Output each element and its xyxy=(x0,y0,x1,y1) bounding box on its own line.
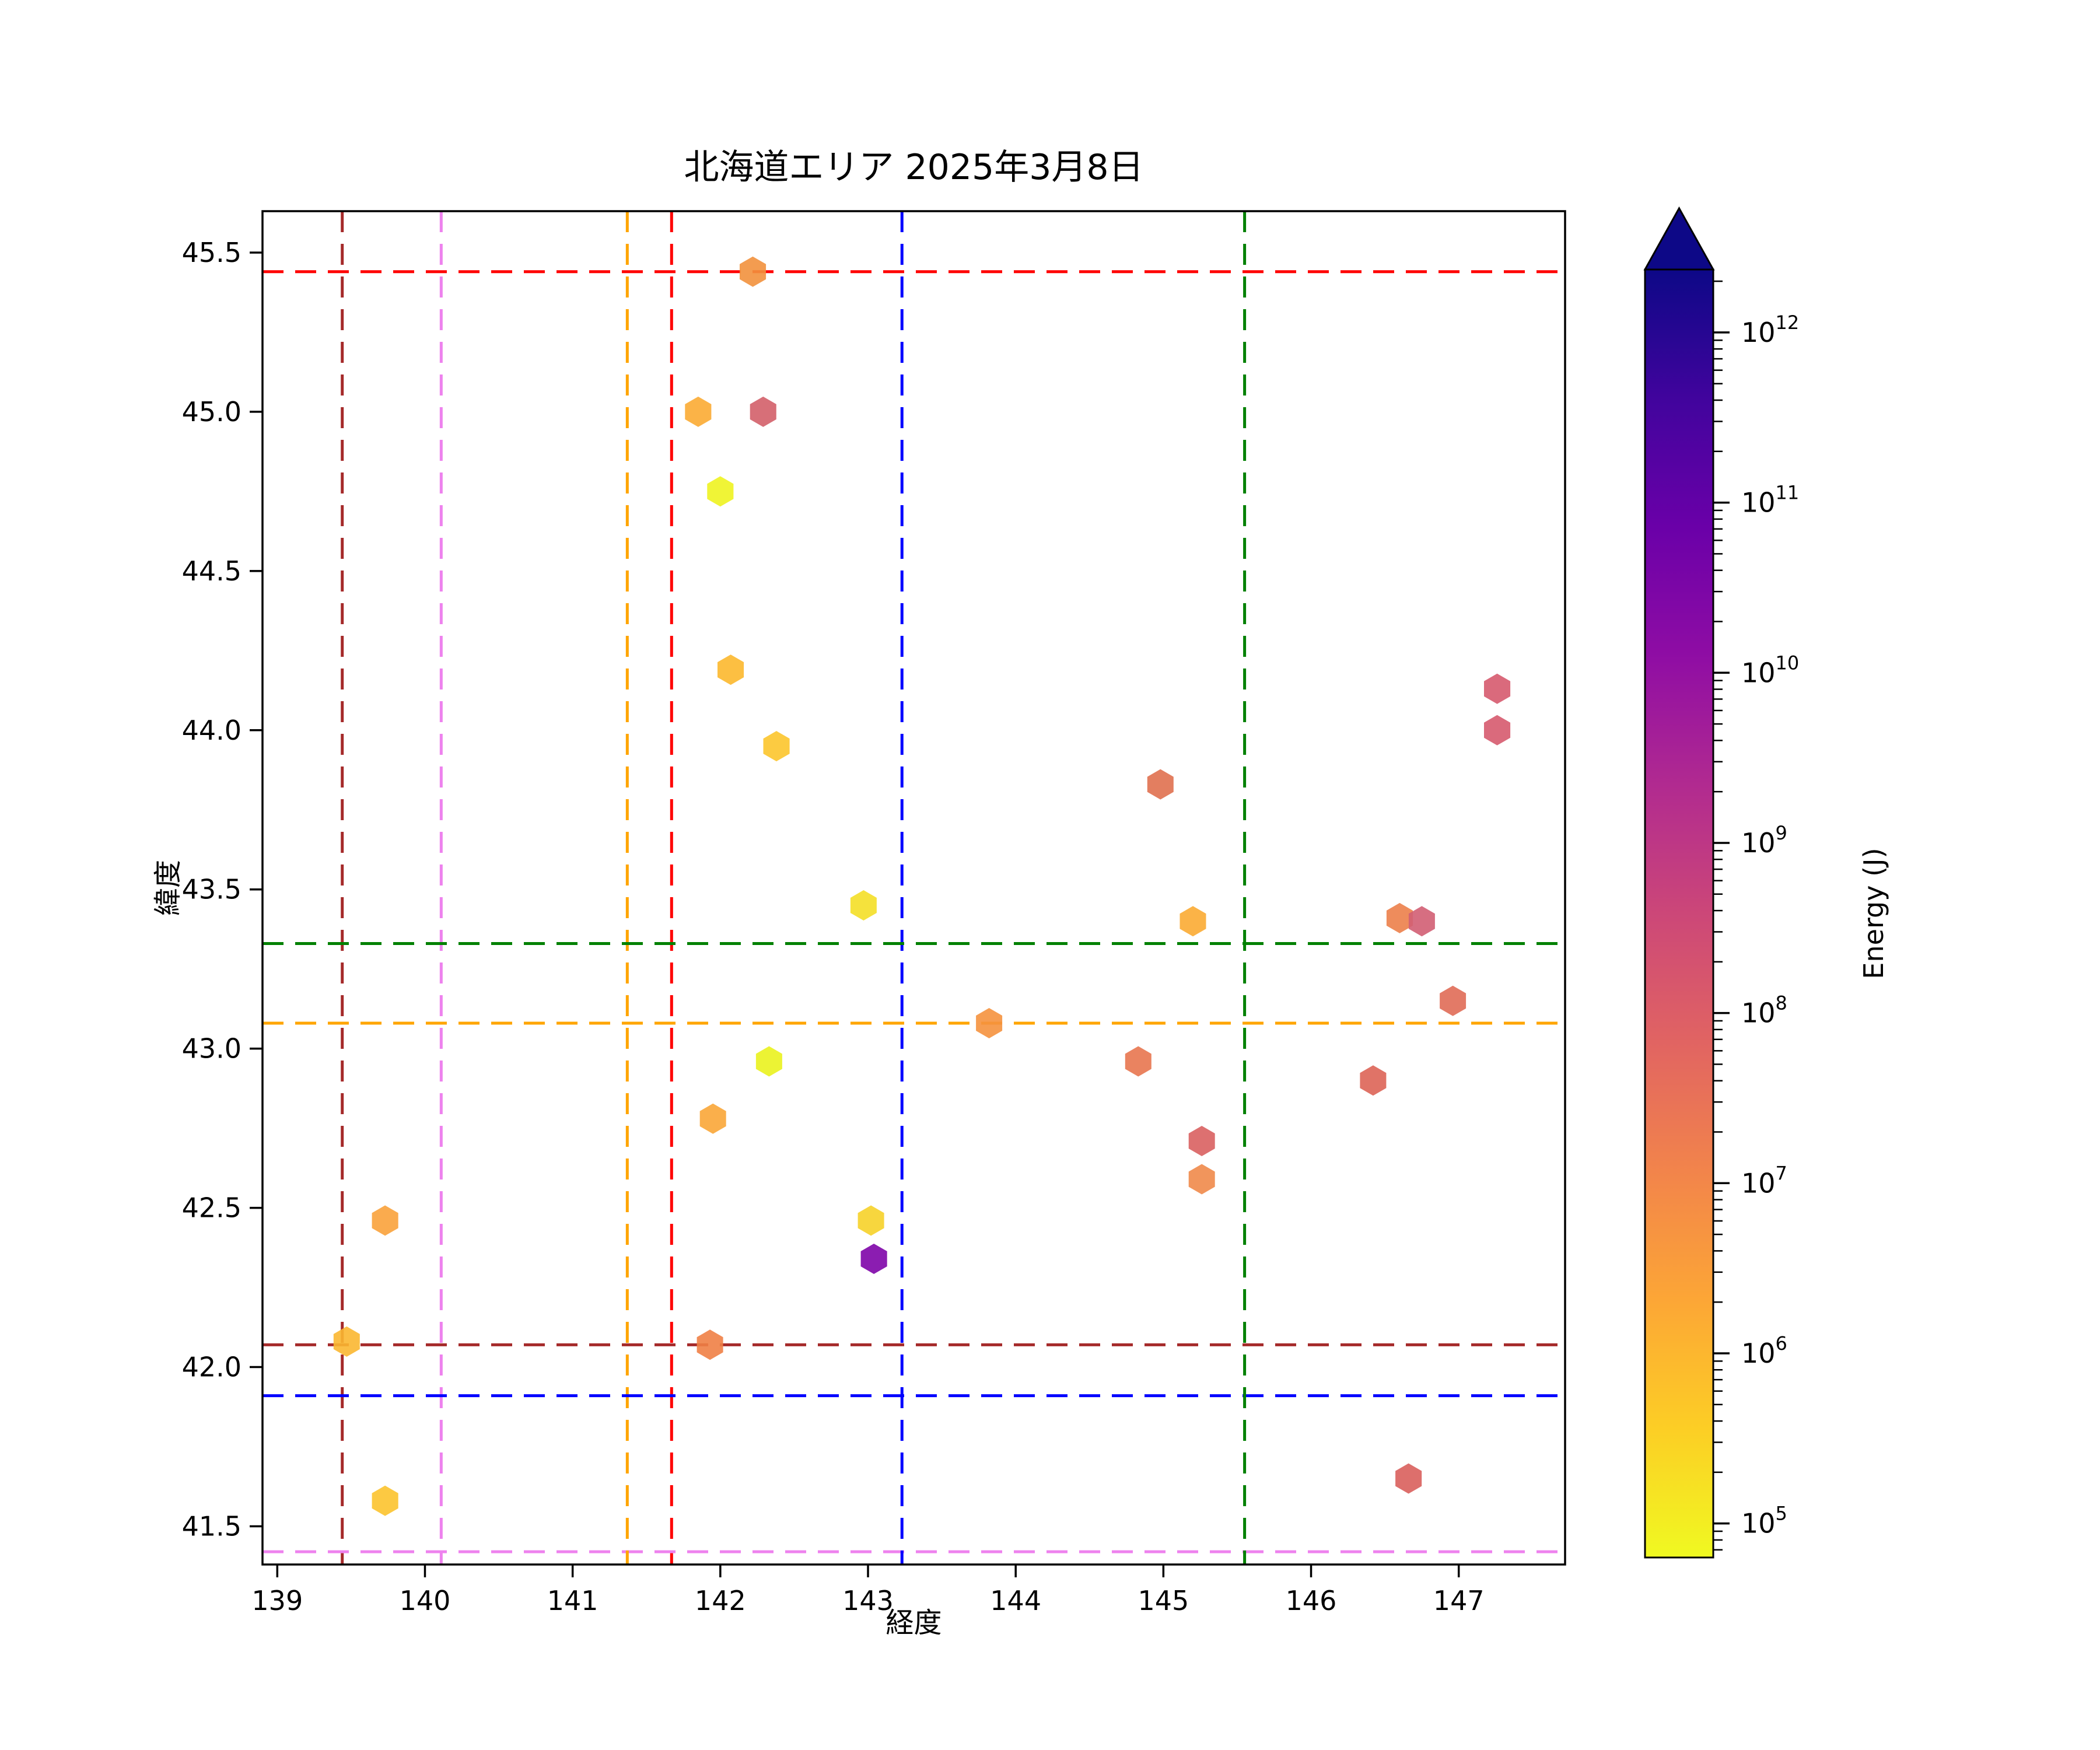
chart-title: 北海道エリア 2025年3月8日 xyxy=(684,147,1144,188)
data-point-hexagon-8 xyxy=(1484,673,1511,704)
colorbar-tick-label: 106 xyxy=(1741,1332,1787,1369)
data-point-hexagon-14 xyxy=(976,1008,1003,1038)
data-point-hexagon-9 xyxy=(1484,715,1511,746)
colorbar-tick-exponent: 9 xyxy=(1776,822,1787,844)
data-point-hexagon-1 xyxy=(685,396,712,427)
x-tick-label: 146 xyxy=(1286,1585,1337,1616)
data-point-hexagon-17 xyxy=(699,1103,726,1134)
data-point-hexagon-21 xyxy=(858,1205,884,1236)
y-tick-label: 44.0 xyxy=(182,715,242,746)
y-tick-label: 42.0 xyxy=(182,1352,242,1383)
data-point-hexagon-23 xyxy=(372,1205,398,1236)
colorbar-tick-exponent: 6 xyxy=(1776,1332,1787,1354)
data-point-hexagon-2 xyxy=(750,396,776,427)
data-point-hexagon-11 xyxy=(1386,902,1413,933)
colorbar-arrow xyxy=(1643,206,1715,271)
data-point-hexagon-20 xyxy=(1188,1164,1215,1195)
colorbar-tick-exponent: 11 xyxy=(1776,482,1800,504)
y-tick-label: 45.0 xyxy=(182,396,242,428)
data-point-hexagon-13 xyxy=(1440,985,1466,1016)
y-tick-label: 45.5 xyxy=(182,237,242,268)
data-point-hexagon-12 xyxy=(1408,906,1435,937)
y-tick-label: 43.5 xyxy=(182,874,242,905)
x-axis-label: 経度 xyxy=(886,1606,942,1639)
colorbar-tick-label: 1011 xyxy=(1741,482,1799,519)
colorbar-tick-exponent: 5 xyxy=(1776,1503,1787,1525)
colorbar-tick-label: 108 xyxy=(1741,992,1787,1029)
x-tick-label: 141 xyxy=(547,1585,598,1616)
data-point-hexagon-15 xyxy=(1125,1046,1152,1077)
colorbar-tick-exponent: 7 xyxy=(1776,1162,1787,1184)
y-tick-label: 41.5 xyxy=(182,1510,242,1542)
x-tick-label: 139 xyxy=(251,1585,303,1616)
colorbar-tick-label: 109 xyxy=(1741,822,1787,859)
colorbar-tick-label: 105 xyxy=(1741,1503,1787,1539)
y-tick-label: 43.0 xyxy=(182,1033,242,1065)
x-tick-label: 144 xyxy=(990,1585,1041,1616)
colorbar-tick-exponent: 10 xyxy=(1776,652,1800,674)
x-tick-label: 143 xyxy=(842,1585,894,1616)
colorbar-tick-label: 1010 xyxy=(1741,652,1799,688)
data-point-hexagon-10 xyxy=(1180,906,1206,937)
colorbar-tick-exponent: 8 xyxy=(1776,992,1787,1014)
x-tick-label: 140 xyxy=(400,1585,451,1616)
x-tick-label: 147 xyxy=(1433,1585,1485,1616)
data-point-hexagon-0 xyxy=(740,256,766,287)
y-tick-label: 42.5 xyxy=(182,1192,242,1224)
axes-spines xyxy=(261,210,1566,1566)
colorbar-tick-exponent: 12 xyxy=(1776,312,1800,334)
data-point-hexagon-4 xyxy=(718,654,744,685)
x-tick-label: 145 xyxy=(1138,1585,1189,1616)
data-point-hexagon-25 xyxy=(696,1329,723,1360)
data-point-hexagon-24 xyxy=(333,1326,360,1357)
data-point-hexagon-6 xyxy=(850,890,877,921)
data-point-hexagon-16 xyxy=(755,1046,782,1077)
colorbar-tick-label: 107 xyxy=(1741,1162,1787,1199)
colorbar-tick-label: 1012 xyxy=(1741,312,1799,348)
data-point-hexagon-22 xyxy=(860,1244,887,1274)
data-point-hexagon-19 xyxy=(1188,1126,1215,1156)
data-point-hexagon-26 xyxy=(1395,1463,1422,1494)
colorbar-bar xyxy=(1644,268,1714,1559)
data-point-hexagon-3 xyxy=(707,476,734,507)
data-point-hexagon-18 xyxy=(1360,1065,1387,1096)
y-tick-label: 44.5 xyxy=(182,555,242,587)
data-point-hexagon-27 xyxy=(372,1485,398,1516)
x-tick-label: 142 xyxy=(695,1585,746,1616)
data-point-hexagon-5 xyxy=(763,731,790,762)
data-point-hexagon-7 xyxy=(1147,769,1174,800)
